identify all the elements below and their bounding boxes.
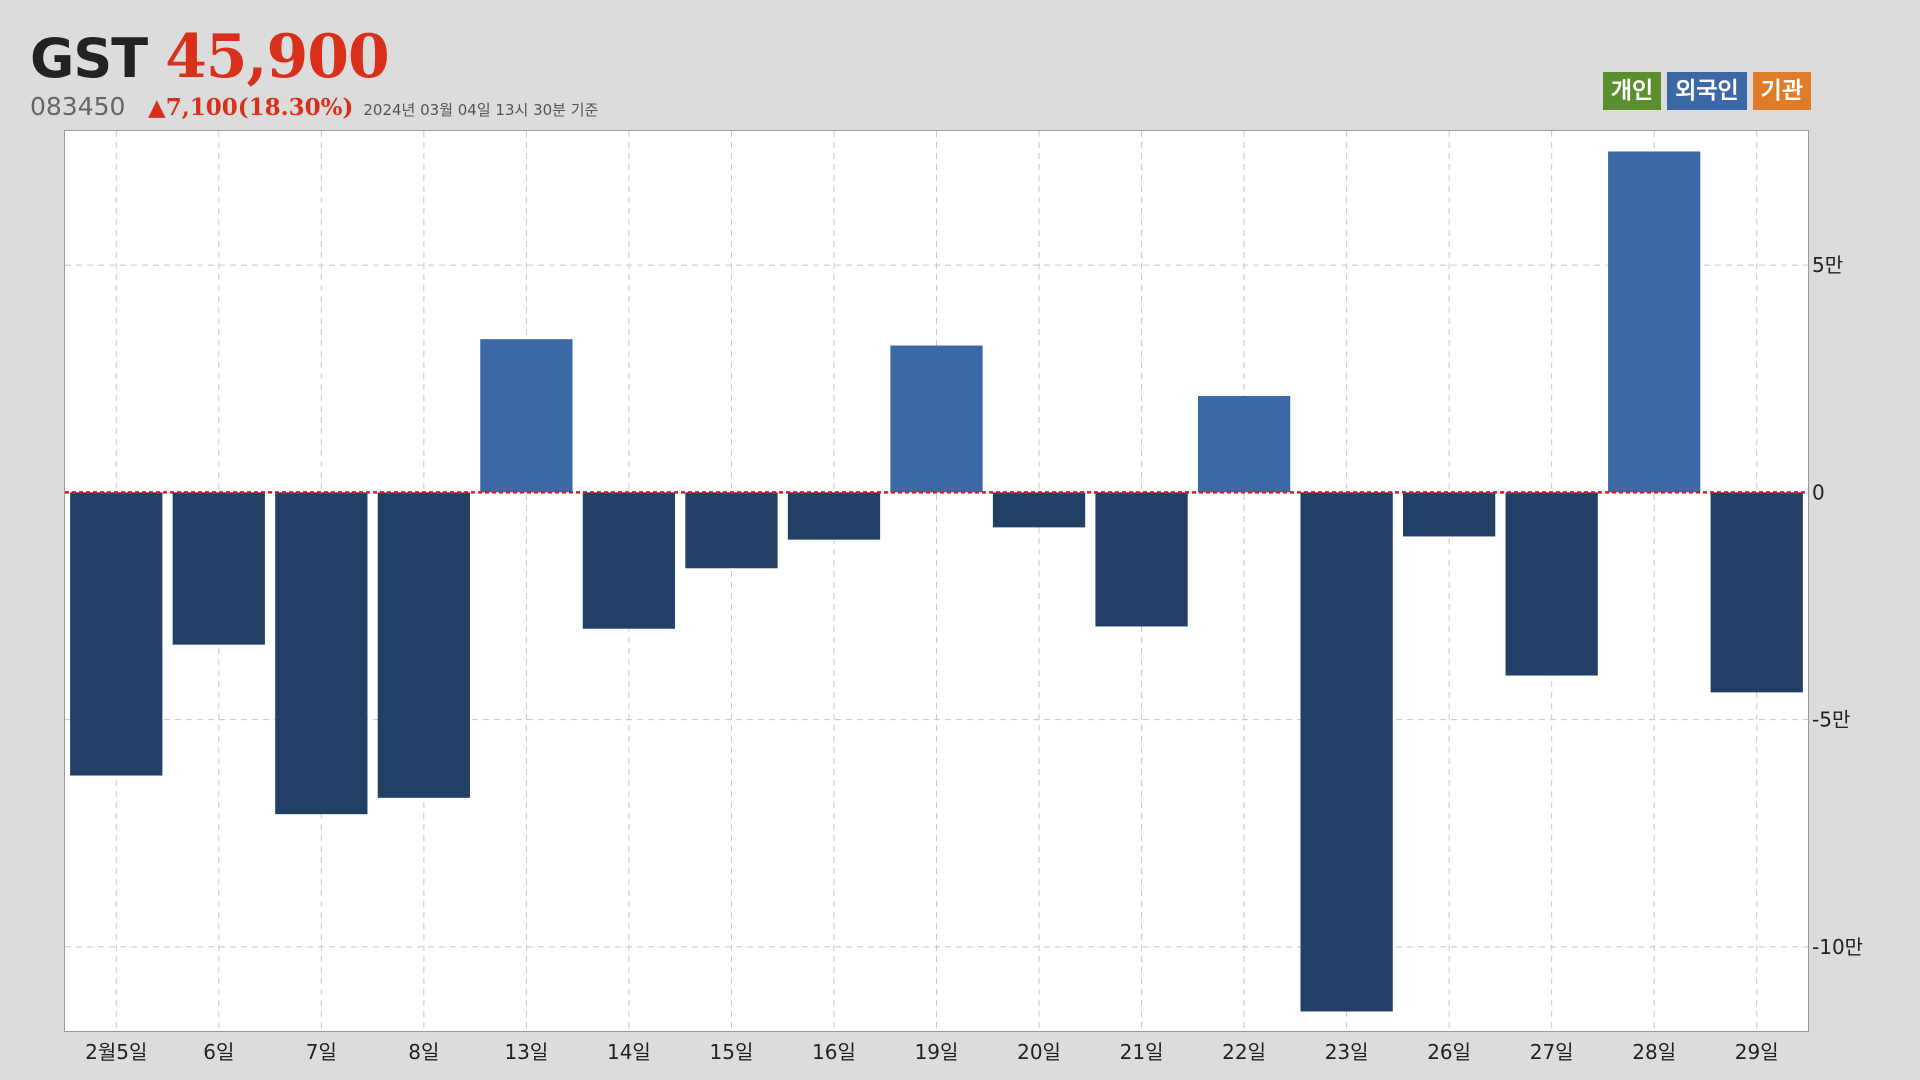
x-tick-label: 14일	[607, 1040, 651, 1064]
stock-price: 45,900	[165, 22, 390, 92]
stock-ticker: GST	[30, 27, 148, 90]
bar	[1403, 492, 1496, 537]
x-tick-label: 26일	[1427, 1040, 1471, 1064]
bar	[1300, 492, 1393, 1012]
x-tick-label: 13일	[504, 1040, 548, 1064]
bar	[377, 492, 470, 798]
y-tick-label: -10만	[1812, 935, 1863, 959]
bar	[1095, 492, 1188, 627]
x-tick-label: 2월5일	[85, 1040, 147, 1064]
x-tick-label: 7일	[306, 1040, 337, 1064]
x-tick-label: 15일	[710, 1040, 754, 1064]
legend-individual[interactable]: 개인	[1602, 72, 1662, 110]
x-tick-label: 28일	[1632, 1040, 1676, 1064]
legend: 개인 외국인 기관	[1602, 72, 1811, 110]
x-tick-label: 21일	[1120, 1040, 1164, 1064]
bar	[582, 492, 676, 629]
x-tick-label: 8일	[408, 1040, 439, 1064]
x-tick-label: 22일	[1222, 1040, 1266, 1064]
bar	[1505, 492, 1598, 676]
x-tick-label: 29일	[1735, 1040, 1779, 1064]
stock-code: 083450	[30, 92, 126, 121]
chart-header: GST 45,900 083450 ▲7,100(18.30%) 2024년 0…	[30, 22, 598, 121]
price-change: ▲7,100(18.30%)	[148, 94, 354, 121]
bar	[70, 492, 163, 776]
legend-foreign[interactable]: 외국인	[1667, 72, 1747, 110]
bar	[1197, 396, 1291, 493]
bar	[890, 345, 983, 493]
bar	[1608, 151, 1701, 493]
y-tick-label: -5만	[1812, 708, 1850, 732]
bar	[787, 492, 881, 540]
x-tick-label: 6일	[203, 1040, 234, 1064]
bar	[275, 492, 368, 815]
legend-institution[interactable]: 기관	[1752, 72, 1811, 110]
y-tick-label: 0	[1812, 480, 1825, 504]
timestamp: 2024년 03월 04일 13시 30분 기준	[363, 101, 599, 119]
y-tick-label: 5만	[1812, 253, 1843, 277]
bar	[480, 339, 573, 493]
x-tick-label: 27일	[1530, 1040, 1574, 1064]
bar	[1710, 492, 1803, 693]
x-tick-label: 16일	[812, 1040, 856, 1064]
bar	[685, 492, 778, 569]
x-tick-label: 23일	[1325, 1040, 1369, 1064]
x-tick-label: 19일	[915, 1040, 959, 1064]
bar	[172, 492, 265, 645]
x-tick-label: 20일	[1017, 1040, 1061, 1064]
bar	[992, 492, 1086, 528]
